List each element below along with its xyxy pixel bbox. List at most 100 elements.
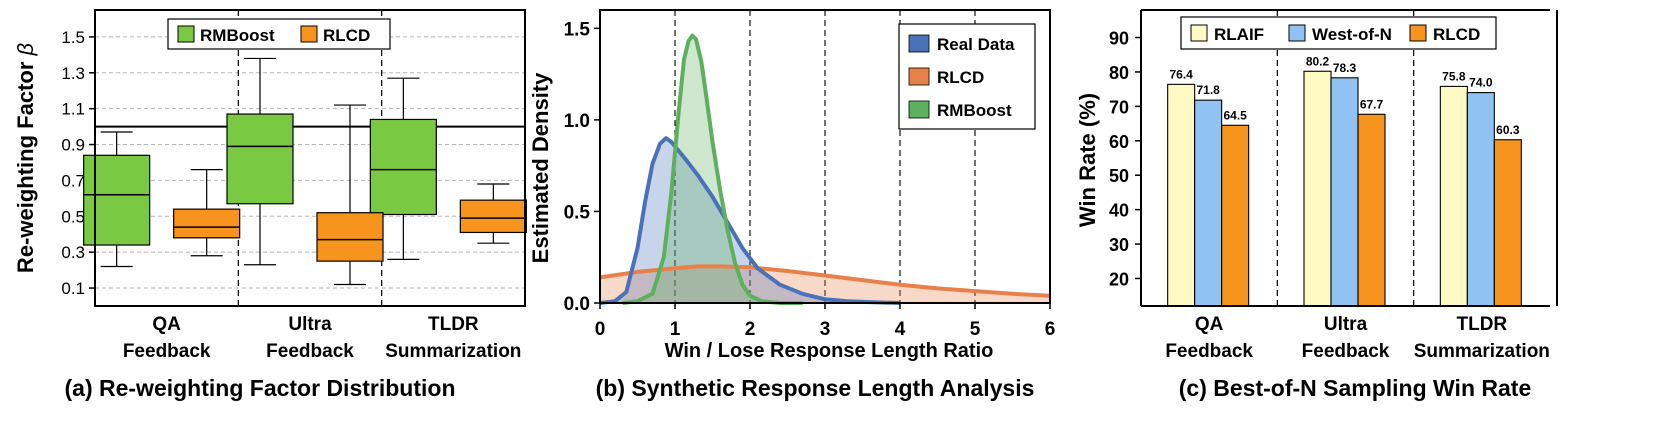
y-axis-label: Re-weighting Factor β bbox=[13, 43, 38, 274]
legend-label: RMBoost bbox=[937, 101, 1012, 120]
y-tick-label: 0.1 bbox=[61, 279, 85, 298]
box-rmboost bbox=[226, 113, 294, 205]
legend-label: RLCD bbox=[323, 26, 370, 45]
y-axis-symbol: β bbox=[13, 43, 38, 57]
density-curve-rmboost bbox=[622, 33, 803, 305]
legend-label: RLAIF bbox=[1214, 25, 1264, 44]
bar-value-label: 75.8 bbox=[1442, 69, 1466, 83]
category-label: Ultra bbox=[1324, 314, 1368, 335]
y-tick-label: 50 bbox=[1109, 166, 1129, 186]
legend-swatch bbox=[1288, 24, 1306, 42]
bar-rlcd bbox=[1357, 113, 1386, 307]
x-tick-label: 5 bbox=[970, 319, 981, 340]
y-tick-label: 1.0 bbox=[564, 111, 590, 132]
x-tick-label: 3 bbox=[820, 319, 831, 340]
legend: Real Data RLCD RMBoost bbox=[898, 23, 1036, 130]
y-tick-label: 30 bbox=[1109, 235, 1129, 255]
category-label: Feedback bbox=[123, 341, 211, 362]
density-fill-real-data bbox=[600, 138, 900, 303]
bar-rlcd bbox=[1221, 124, 1250, 307]
y-tick-label: 0.7 bbox=[61, 171, 85, 190]
panel-b-length-density: 0 1 2 3 4 5 6 0.0 0.5 1.0 1.5 Win / Lose Response L… bbox=[528, 9, 1056, 401]
x-axis-label: Win / Lose Response Length Ratio bbox=[665, 340, 994, 362]
legend-swatch bbox=[300, 25, 318, 43]
x-tick-label: 6 bbox=[1045, 319, 1056, 340]
legend-label: RLCD bbox=[937, 68, 984, 87]
bar-rlaif bbox=[1167, 83, 1196, 307]
legend-swatch bbox=[1190, 24, 1208, 42]
bar-value-label: 71.8 bbox=[1196, 83, 1220, 97]
category-label: Summarization bbox=[1414, 341, 1550, 362]
bar-rlaif bbox=[1439, 85, 1468, 307]
box-rmboost bbox=[369, 118, 437, 216]
y-tick-label: 1.3 bbox=[61, 64, 85, 83]
bar-west-of-n bbox=[1194, 99, 1223, 307]
y-tick-label: 1.5 bbox=[61, 28, 85, 47]
bar-rlaif bbox=[1303, 70, 1332, 307]
legend: RMBoost RLCD bbox=[167, 18, 391, 50]
y-tick-label: 0.9 bbox=[61, 136, 85, 155]
legend-frame bbox=[167, 18, 391, 50]
bar-value-label: 64.5 bbox=[1223, 108, 1247, 122]
bar-value-label: 74.0 bbox=[1469, 76, 1493, 90]
plot-frame bbox=[94, 9, 526, 307]
bar-value-label: 78.3 bbox=[1333, 61, 1357, 75]
y-tick-label: 80 bbox=[1109, 63, 1129, 83]
category-label: Feedback bbox=[1165, 341, 1253, 362]
legend-label: West-of-N bbox=[1312, 25, 1392, 44]
x-tick-label: 0 bbox=[595, 319, 606, 340]
bar-value-label: 80.2 bbox=[1306, 54, 1330, 68]
legend-swatch bbox=[908, 34, 930, 53]
category-label: Feedback bbox=[1302, 341, 1390, 362]
y-tick-label: 1.1 bbox=[61, 100, 85, 119]
category-label: Ultra bbox=[288, 314, 332, 335]
y-tick-label: 0.3 bbox=[61, 243, 85, 262]
box-rmboost bbox=[83, 154, 151, 246]
panel-caption: (b) Synthetic Response Length Analysis bbox=[596, 375, 1035, 401]
panel-a-reweighting-boxplot: 0.1 0.3 0.5 0.7 0.9 1.1 1.3 1.5 QA Feedback Ultra F… bbox=[13, 9, 527, 401]
legend-swatch bbox=[1409, 24, 1427, 42]
category-label: TLDR bbox=[1457, 314, 1508, 335]
y-axis-label-text: Re-weighting Factor bbox=[13, 56, 38, 274]
legend-frame bbox=[1180, 16, 1497, 50]
legend-swatch bbox=[908, 100, 930, 119]
legend-swatch bbox=[177, 25, 195, 43]
y-tick-label: 1.5 bbox=[564, 19, 591, 40]
x-tick-label: 2 bbox=[745, 319, 756, 340]
bar-value-label: 67.7 bbox=[1360, 97, 1384, 111]
y-tick-label: 90 bbox=[1109, 29, 1129, 49]
density-curve-real-data bbox=[599, 136, 901, 305]
legend-label: Real Data bbox=[937, 35, 1015, 54]
box-rlcd bbox=[459, 199, 527, 234]
legend-swatch bbox=[908, 67, 930, 86]
category-label: QA bbox=[152, 314, 181, 335]
panel-caption: (c) Best-of-N Sampling Win Rate bbox=[1179, 375, 1531, 401]
panel-caption: (a) Re-weighting Factor Distribution bbox=[65, 375, 456, 401]
box-rlcd bbox=[173, 208, 241, 239]
x-tick-label: 4 bbox=[895, 319, 906, 340]
bar-rlcd bbox=[1493, 139, 1522, 307]
bar-value-label: 76.4 bbox=[1169, 67, 1193, 81]
category-label: Summarization bbox=[385, 341, 521, 362]
y-axis-label: Win Rate (%) bbox=[1075, 93, 1100, 227]
density-curve-rlcd bbox=[599, 264, 1051, 298]
y-tick-label: 60 bbox=[1109, 132, 1129, 152]
bar-west-of-n bbox=[1466, 92, 1495, 307]
category-label: QA bbox=[1195, 314, 1224, 335]
y-tick-label: 70 bbox=[1109, 97, 1129, 117]
y-tick-label: 0.5 bbox=[61, 207, 85, 226]
box-rlcd bbox=[316, 212, 384, 262]
panel-c-win-rate-bars: 76.4 80.2 75.8 71.8 78.3 74.0 64.5 67.7 60.3 20 30… bbox=[1075, 9, 1558, 401]
bar-value-label: 60.3 bbox=[1496, 123, 1520, 137]
y-tick-label: 20 bbox=[1109, 269, 1129, 289]
category-label: TLDR bbox=[428, 314, 479, 335]
y-tick-label: 40 bbox=[1109, 201, 1129, 221]
legend-label: RLCD bbox=[1433, 25, 1480, 44]
density-fill-rlcd bbox=[600, 266, 1050, 303]
legend: RLAIF West-of-N RLCD bbox=[1180, 16, 1497, 50]
y-axis-label: Estimated Density bbox=[528, 72, 553, 263]
x-tick-label: 1 bbox=[670, 319, 681, 340]
y-tick-label: 0.5 bbox=[564, 202, 591, 223]
legend-label: RMBoost bbox=[200, 26, 275, 45]
